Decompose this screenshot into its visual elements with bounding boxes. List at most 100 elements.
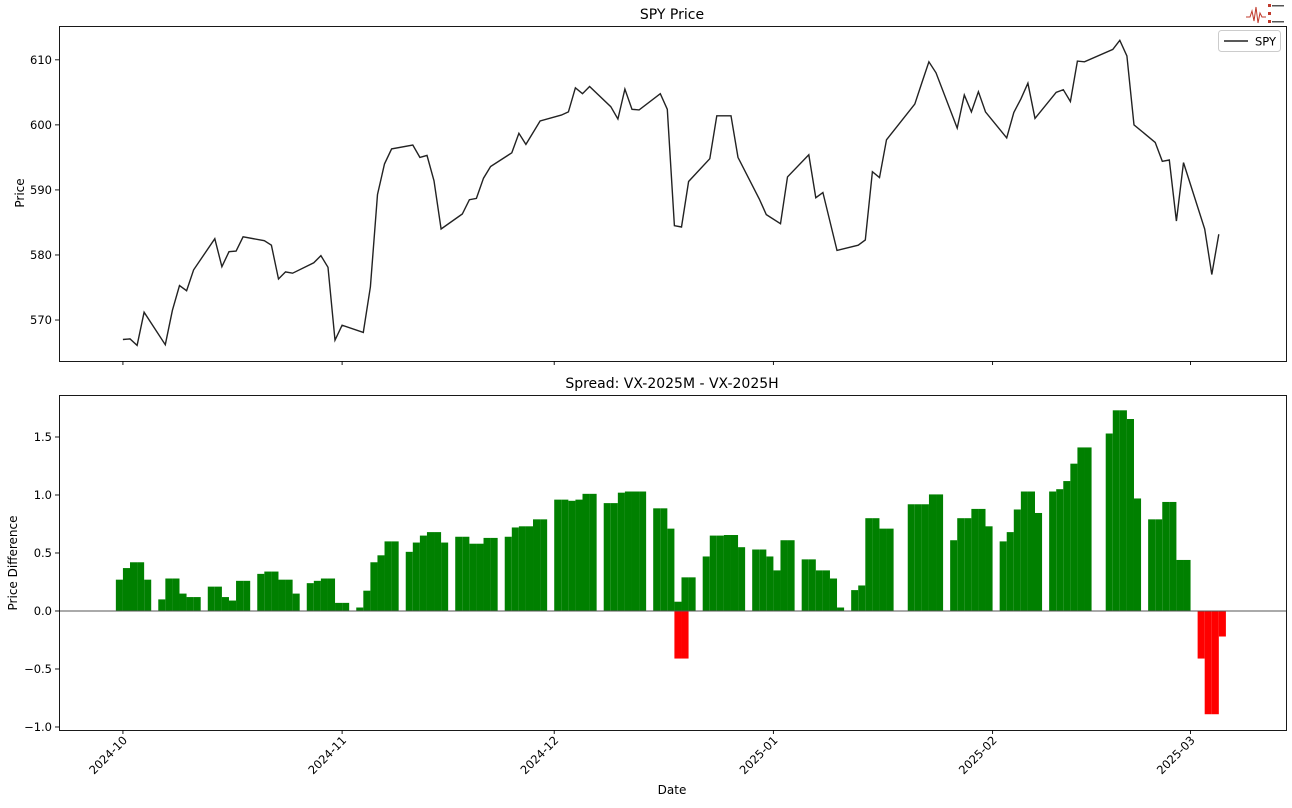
- spread-bar: [455, 536, 463, 611]
- spread-bar: [342, 602, 350, 611]
- spread-bar: [1070, 463, 1078, 611]
- spread-bar: [985, 526, 993, 611]
- spread-bar: [561, 499, 569, 611]
- spread-bar: [193, 597, 201, 611]
- spread-bar: [723, 535, 731, 611]
- spread-bar: [540, 519, 548, 611]
- spread-bar: [1119, 410, 1127, 611]
- spread-bar: [1077, 447, 1085, 611]
- spread-bar: [292, 593, 300, 611]
- x-axis-label: Date: [658, 783, 687, 797]
- spread-bar: [787, 540, 795, 611]
- spread-bar: [335, 602, 343, 611]
- spread-bar: [384, 541, 392, 611]
- legend: SPY: [1218, 30, 1281, 52]
- spread-bar: [639, 491, 647, 611]
- price-y-tick-label: 590: [30, 183, 52, 197]
- spread-y-tick-label: −0.5: [24, 662, 52, 676]
- spread-bar: [228, 600, 237, 611]
- spread-bar: [730, 535, 739, 611]
- spread-bar: [1063, 481, 1071, 611]
- spread-bar: [822, 570, 830, 611]
- spread-bar: [978, 508, 986, 611]
- spread-bar: [1183, 559, 1191, 611]
- spread-y-tick-label: 1.5: [34, 430, 52, 444]
- spread-bar: [624, 491, 632, 611]
- spread-bar: [674, 610, 682, 659]
- spread-bar: [971, 508, 979, 611]
- spread-bar: [964, 518, 972, 611]
- spread-bar: [610, 503, 618, 611]
- spread-bar: [858, 585, 866, 611]
- spread-bar: [808, 559, 816, 611]
- spread-bar: [738, 547, 746, 611]
- spread-bar: [158, 599, 166, 611]
- spread-bar: [872, 518, 880, 611]
- spread-bar: [285, 579, 293, 611]
- spread-bar: [363, 590, 371, 611]
- spread-bar: [582, 493, 590, 611]
- spread-bar: [1126, 419, 1134, 611]
- spread-bar: [928, 494, 937, 611]
- spread-bar: [525, 526, 534, 611]
- spread-bar: [1148, 519, 1156, 611]
- spread-bar: [144, 579, 152, 611]
- spread-bar: [1218, 610, 1226, 637]
- spread-bar: [1176, 559, 1184, 611]
- price-axes: SPY Price Price 570 580 590 600 610 SPY: [13, 7, 1287, 365]
- spread-bar: [716, 535, 724, 611]
- spread-bar: [1056, 489, 1064, 611]
- spread-bar: [829, 578, 838, 611]
- spread-bar: [674, 601, 682, 611]
- spread-bar: [589, 493, 597, 611]
- spread-bar: [313, 580, 321, 611]
- spread-bar: [950, 540, 958, 611]
- spread-bar: [377, 555, 385, 611]
- spread-bar: [936, 494, 944, 611]
- spread-bar: [815, 570, 823, 611]
- price-chart-title: SPY Price: [640, 7, 704, 23]
- spread-bar: [702, 556, 710, 611]
- spread-bar: [865, 518, 873, 611]
- spread-bar: [688, 577, 696, 611]
- spread-chart-title: Spread: VX-2025M - VX-2025H: [565, 376, 778, 392]
- spread-bar: [511, 527, 519, 611]
- spread-bar: [681, 610, 689, 659]
- spread-bar: [130, 562, 138, 611]
- spread-bar: [1133, 498, 1142, 611]
- spread-bar: [759, 549, 767, 611]
- spread-bar: [419, 535, 427, 611]
- price-y-tick-label: 610: [30, 53, 52, 67]
- spread-bar: [172, 578, 180, 611]
- spread-bar: [851, 590, 859, 611]
- spread-bar: [1013, 509, 1021, 611]
- spread-bar: [907, 504, 915, 611]
- spread-bar: [921, 504, 929, 611]
- spread-bar: [469, 543, 477, 611]
- price-y-axis-label: Price: [13, 178, 27, 207]
- spread-bar: [320, 578, 328, 611]
- brand-logo: [1246, 4, 1284, 24]
- price-y-tick-label: 600: [30, 118, 52, 132]
- spread-bar: [441, 542, 449, 611]
- spread-bar: [1049, 491, 1057, 611]
- spread-bar: [115, 579, 123, 611]
- spread-bar: [434, 532, 442, 611]
- spread-bar: [356, 607, 364, 611]
- spread-bar: [1155, 519, 1163, 611]
- spread-y-tick-label: 1.0: [34, 488, 52, 502]
- spread-bar: [1204, 610, 1212, 715]
- spread-bar: [886, 528, 894, 611]
- spread-bar: [271, 571, 279, 611]
- spread-bar: [603, 503, 611, 611]
- spread-bar: [370, 562, 378, 611]
- spread-bar: [207, 586, 215, 611]
- spread-bar: [568, 500, 576, 611]
- spread-bar: [1169, 501, 1177, 611]
- spread-bar: [631, 491, 640, 611]
- spread-bar: [752, 549, 760, 611]
- spread-bar: [179, 593, 187, 611]
- spread-bar: [999, 541, 1007, 611]
- spread-bar: [1211, 610, 1219, 715]
- spread-bar: [653, 508, 661, 611]
